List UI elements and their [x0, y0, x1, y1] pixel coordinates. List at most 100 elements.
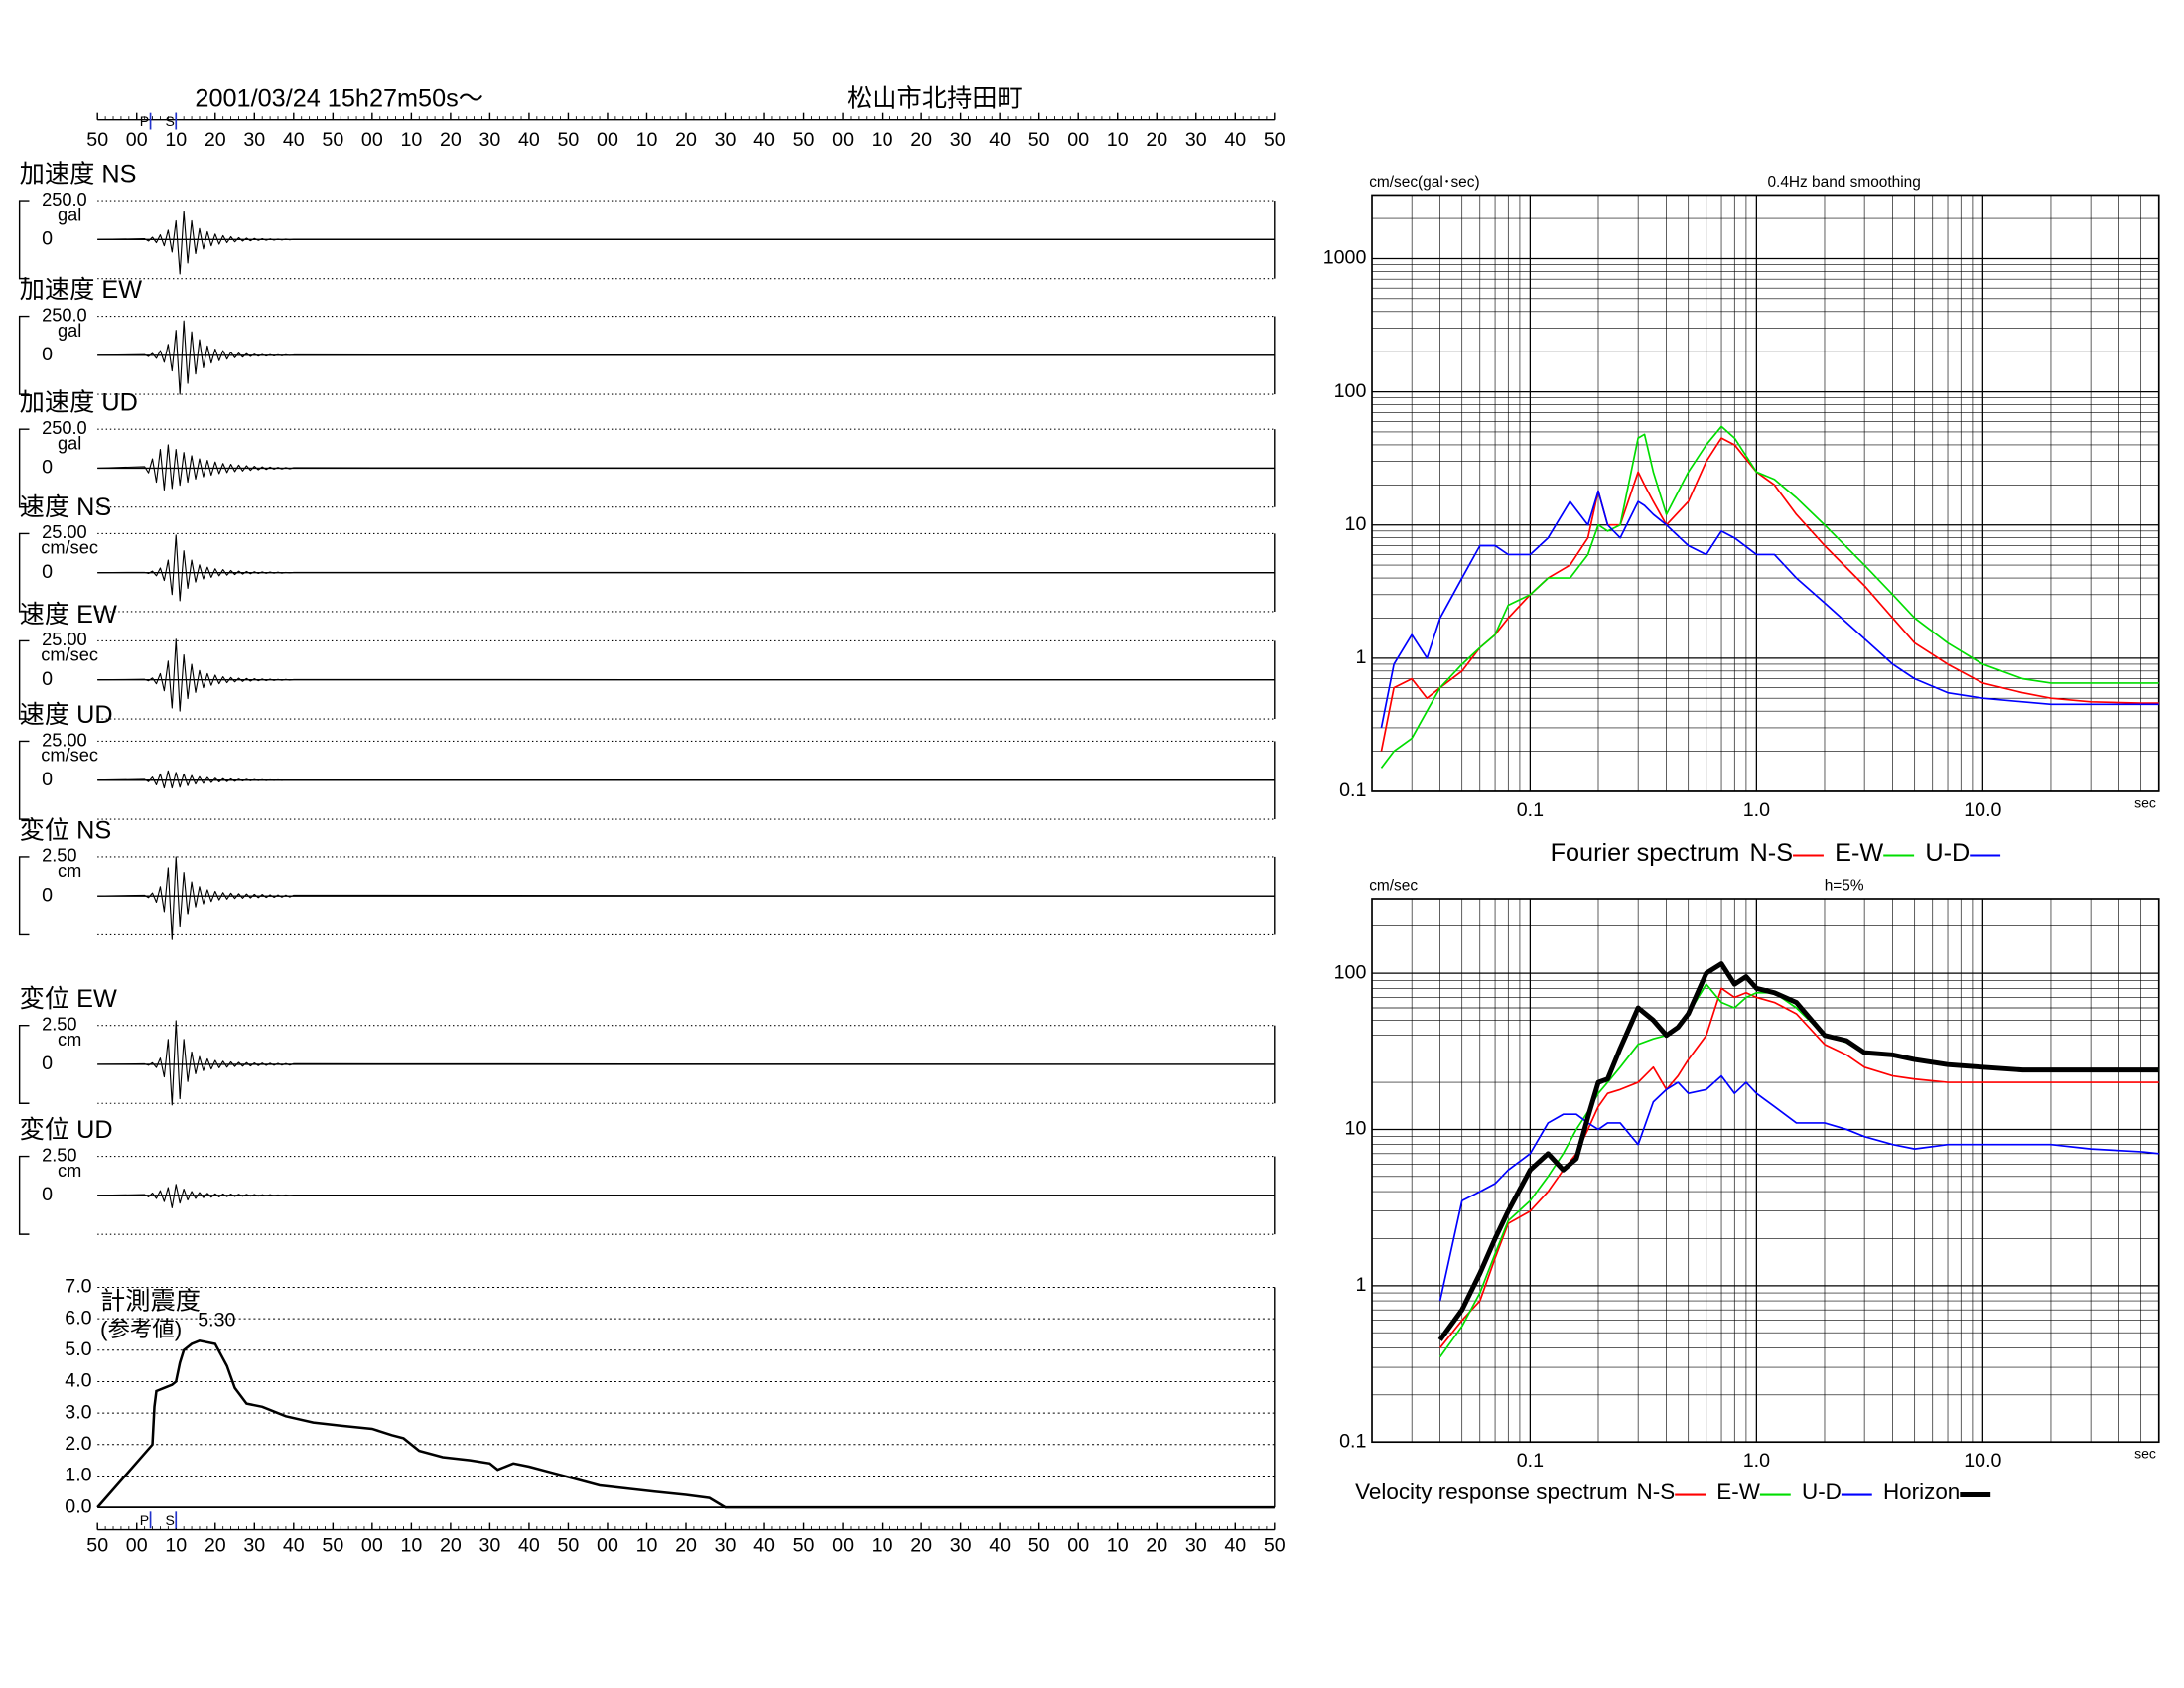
y-tick-label: 10 — [1345, 513, 1367, 535]
trace-bracket — [18, 740, 30, 820]
phase-marker-label: S — [165, 1512, 174, 1528]
time-tick-label: 00 — [832, 129, 854, 151]
legend-label: U-D — [1925, 839, 1970, 867]
time-tick-label: 50 — [1264, 1535, 1286, 1557]
time-tick-label: 10 — [872, 1535, 893, 1557]
trace-bracket — [18, 428, 30, 508]
time-tick-label: 20 — [205, 129, 226, 151]
spectrum-line — [1438, 987, 2159, 1348]
x-axis-label: sec — [2134, 794, 2156, 810]
legend-label: Horizon — [1883, 1479, 1960, 1504]
y-tick-label: 1 — [1355, 1274, 1366, 1296]
trace-scale-label: 250.0 — [42, 417, 87, 438]
x-tick-label: 0.1 — [1517, 799, 1544, 821]
time-tick-label: 30 — [715, 1535, 737, 1557]
trace-label: 速度 EW — [20, 601, 117, 629]
time-tick-label: 00 — [126, 129, 148, 151]
legend-label: N-S — [1750, 839, 1794, 867]
trace-label: 変位 UD — [20, 1116, 113, 1144]
header-location: 松山市北持田町 — [847, 85, 1023, 113]
waveform — [97, 534, 1275, 602]
trace-scale-label: 2.50 — [42, 845, 76, 866]
time-tick-label: 50 — [322, 1535, 343, 1557]
time-tick-label: 00 — [126, 1535, 148, 1557]
trace-zero-label: 0 — [42, 228, 53, 250]
x-tick-label: 1.0 — [1743, 799, 1770, 821]
time-tick-label: 20 — [440, 129, 462, 151]
trace-label: 加速度 NS — [20, 160, 137, 188]
time-tick-label: 50 — [1264, 129, 1286, 151]
y-tick-label: 100 — [1334, 380, 1367, 402]
time-tick-label: 40 — [1224, 1535, 1246, 1557]
trace-label: 加速度 EW — [20, 276, 143, 304]
waveform — [97, 638, 1275, 712]
y-tick-label: 100 — [1334, 961, 1367, 983]
trace-zero-label: 0 — [42, 457, 53, 479]
waveform — [97, 320, 1275, 395]
time-tick-label: 20 — [910, 1535, 932, 1557]
time-tick-label: 10 — [400, 129, 422, 151]
waveform — [97, 444, 1275, 492]
x-axis-label: sec — [2134, 1446, 2156, 1462]
y-tick-label: 1000 — [1323, 247, 1367, 269]
time-tick-label: 30 — [1185, 129, 1207, 151]
x-tick-label: 10.0 — [1964, 1450, 2001, 1472]
time-tick-label: 50 — [86, 129, 108, 151]
time-tick-label: 10 — [872, 129, 893, 151]
time-tick-label: 40 — [753, 129, 775, 151]
trace-bracket — [18, 315, 30, 395]
trace-unit-label: cm — [58, 860, 81, 881]
time-tick-label: 50 — [558, 1535, 580, 1557]
time-tick-label: 20 — [440, 1535, 462, 1557]
peak-label: 5.30 — [198, 1309, 235, 1331]
time-tick-label: 40 — [989, 1535, 1011, 1557]
phase-marker-label: P — [140, 1512, 149, 1528]
trace-bracket — [18, 200, 30, 280]
time-tick-label: 10 — [400, 1535, 422, 1557]
y-tick-label: 0.1 — [1339, 779, 1366, 801]
y-tick-label: 2.0 — [65, 1433, 91, 1455]
y-axis-label: cm/sec — [1369, 877, 1418, 894]
y-axis-label: cm/sec(gal･sec) — [1369, 174, 1479, 191]
time-tick-label: 10 — [1107, 1535, 1129, 1557]
spectrum-line — [1437, 961, 2159, 1341]
trace-unit-label: cm — [58, 1029, 81, 1050]
time-tick-label: 20 — [675, 1535, 697, 1557]
time-tick-label: 00 — [597, 1535, 618, 1557]
time-tick-label: 20 — [675, 129, 697, 151]
time-tick-label: 30 — [950, 129, 972, 151]
y-tick-label: 0.0 — [65, 1495, 91, 1517]
time-tick-label: 30 — [1185, 1535, 1207, 1557]
trace-bracket — [18, 1155, 30, 1235]
time-tick-label: 40 — [989, 129, 1011, 151]
time-tick-label: 00 — [361, 129, 383, 151]
spectrum-line — [1380, 490, 2159, 729]
y-tick-label: 7.0 — [65, 1276, 91, 1298]
legend-label: E-W — [1716, 1479, 1760, 1504]
trace-scale-label: 25.00 — [42, 729, 87, 750]
time-tick-label: 30 — [243, 129, 265, 151]
legend-title: Fourier spectrum — [1551, 839, 1740, 867]
trace-scale-label: 250.0 — [42, 304, 87, 325]
trace-unit-label: gal — [58, 320, 81, 341]
trace-unit-label: cm — [58, 1160, 81, 1181]
time-tick-label: 40 — [518, 129, 540, 151]
time-tick-label: 30 — [950, 1535, 972, 1557]
waveform — [97, 211, 1275, 275]
y-tick-label: 6.0 — [65, 1307, 91, 1329]
y-tick-label: 3.0 — [65, 1401, 91, 1423]
time-tick-label: 30 — [478, 129, 500, 151]
time-tick-label: 00 — [597, 129, 618, 151]
time-tick-label: 00 — [1067, 1535, 1089, 1557]
trace-zero-label: 0 — [42, 884, 53, 906]
legend-label: E-W — [1835, 839, 1883, 867]
spectrum-line — [1438, 1074, 2159, 1302]
trace-bracket — [18, 856, 30, 936]
y-tick-label: 5.0 — [65, 1338, 91, 1360]
spectrum-line — [1380, 425, 2159, 769]
time-tick-label: 40 — [283, 1535, 305, 1557]
trace-label: 変位 NS — [20, 816, 112, 844]
trace-zero-label: 0 — [42, 561, 53, 583]
trace-scale-label: 250.0 — [42, 189, 87, 210]
